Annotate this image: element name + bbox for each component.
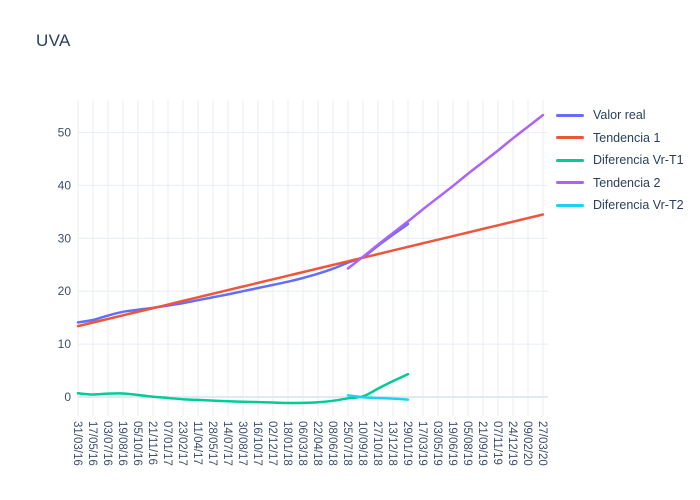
legend-label: Valor real	[593, 108, 646, 123]
legend-swatch-diferencia-vr-t1	[556, 158, 584, 162]
x-tick-label: 25/07/18	[341, 421, 353, 466]
x-tick-label: 11/04/17	[191, 421, 203, 465]
legend-label: Tendencia 1	[593, 130, 661, 145]
x-tick-label: 21/09/19	[476, 421, 488, 466]
x-tick-label: 23/02/17	[176, 421, 188, 466]
x-tick-label: 13/12/18	[386, 421, 398, 466]
x-tick-label: 07/11/19	[491, 421, 503, 465]
x-tick-label: 22/04/18	[311, 421, 323, 466]
legend: Valor real Tendencia 1 Diferencia Vr-T1 Ten…	[556, 104, 684, 217]
y-tick-label: 40	[58, 178, 72, 192]
x-tick-label: 14/07/17	[221, 421, 233, 466]
x-tick-label: 28/05/17	[206, 421, 218, 466]
series-diferencia-vr-t2	[346, 394, 410, 401]
legend-item-valor-real[interactable]: Valor real	[556, 104, 684, 127]
legend-label: Diferencia Vr-T2	[593, 198, 684, 213]
x-tick-label: 05/08/19	[461, 421, 473, 466]
y-tick-label: 50	[58, 126, 72, 140]
y-tick-label: 30	[58, 231, 72, 245]
y-tick-label: 0	[64, 390, 71, 404]
x-tick-label: 17/03/19	[416, 421, 428, 466]
x-tick-label: 30/08/17	[236, 421, 248, 466]
x-tick-label: 16/10/17	[251, 421, 263, 466]
x-tick-label: 19/06/19	[446, 421, 458, 466]
legend-swatch-diferencia-vr-t2	[556, 203, 584, 207]
legend-item-tendencia-2[interactable]: Tendencia 2	[556, 172, 684, 195]
plot-background[interactable]	[78, 100, 548, 416]
series-tendencia-2	[346, 113, 545, 270]
chart-title: UVA	[36, 31, 71, 50]
x-tick-label: 03/07/16	[101, 421, 113, 466]
x-tick-label: 05/10/16	[131, 421, 143, 466]
legend-item-diferencia-vr-t1[interactable]: Diferencia Vr-T1	[556, 149, 684, 172]
legend-item-diferencia-vr-t2[interactable]: Diferencia Vr-T2	[556, 194, 684, 217]
x-tick-label: 19/08/16	[116, 421, 128, 466]
x-tick-label: 24/12/19	[506, 421, 518, 466]
series-diferencia-vr-t1	[76, 372, 410, 405]
x-tick-label: 06/03/18	[296, 421, 308, 466]
legend-swatch-tendencia-2	[556, 181, 584, 185]
x-tick-label: 21/11/16	[146, 421, 158, 465]
x-tick-label: 27/10/18	[371, 421, 383, 466]
legend-label: Diferencia Vr-T1	[593, 153, 684, 168]
x-tick-label: 18/01/18	[281, 421, 293, 466]
x-tick-label: 10/09/18	[356, 421, 368, 466]
legend-item-tendencia-1[interactable]: Tendencia 1	[556, 127, 684, 150]
x-tick-label: 02/12/17	[266, 421, 278, 466]
y-tick-label: 10	[58, 337, 72, 351]
x-tick-label: 27/03/20	[536, 421, 548, 466]
x-tick-label: 03/05/19	[431, 421, 443, 466]
legend-swatch-tendencia-1	[556, 136, 584, 140]
x-tick-label: 29/01/19	[401, 421, 413, 466]
x-tick-label: 31/03/16	[71, 421, 83, 466]
x-tick-label: 17/05/16	[86, 421, 98, 466]
y-tick-label: 20	[58, 284, 72, 298]
x-tick-label: 08/06/18	[326, 421, 338, 466]
series-tendencia-1	[76, 213, 545, 328]
x-tick-label: 07/01/17	[161, 421, 173, 466]
x-tick-label: 09/02/20	[521, 421, 533, 466]
legend-label: Tendencia 2	[593, 175, 661, 190]
legend-swatch-valor-real	[556, 113, 584, 117]
